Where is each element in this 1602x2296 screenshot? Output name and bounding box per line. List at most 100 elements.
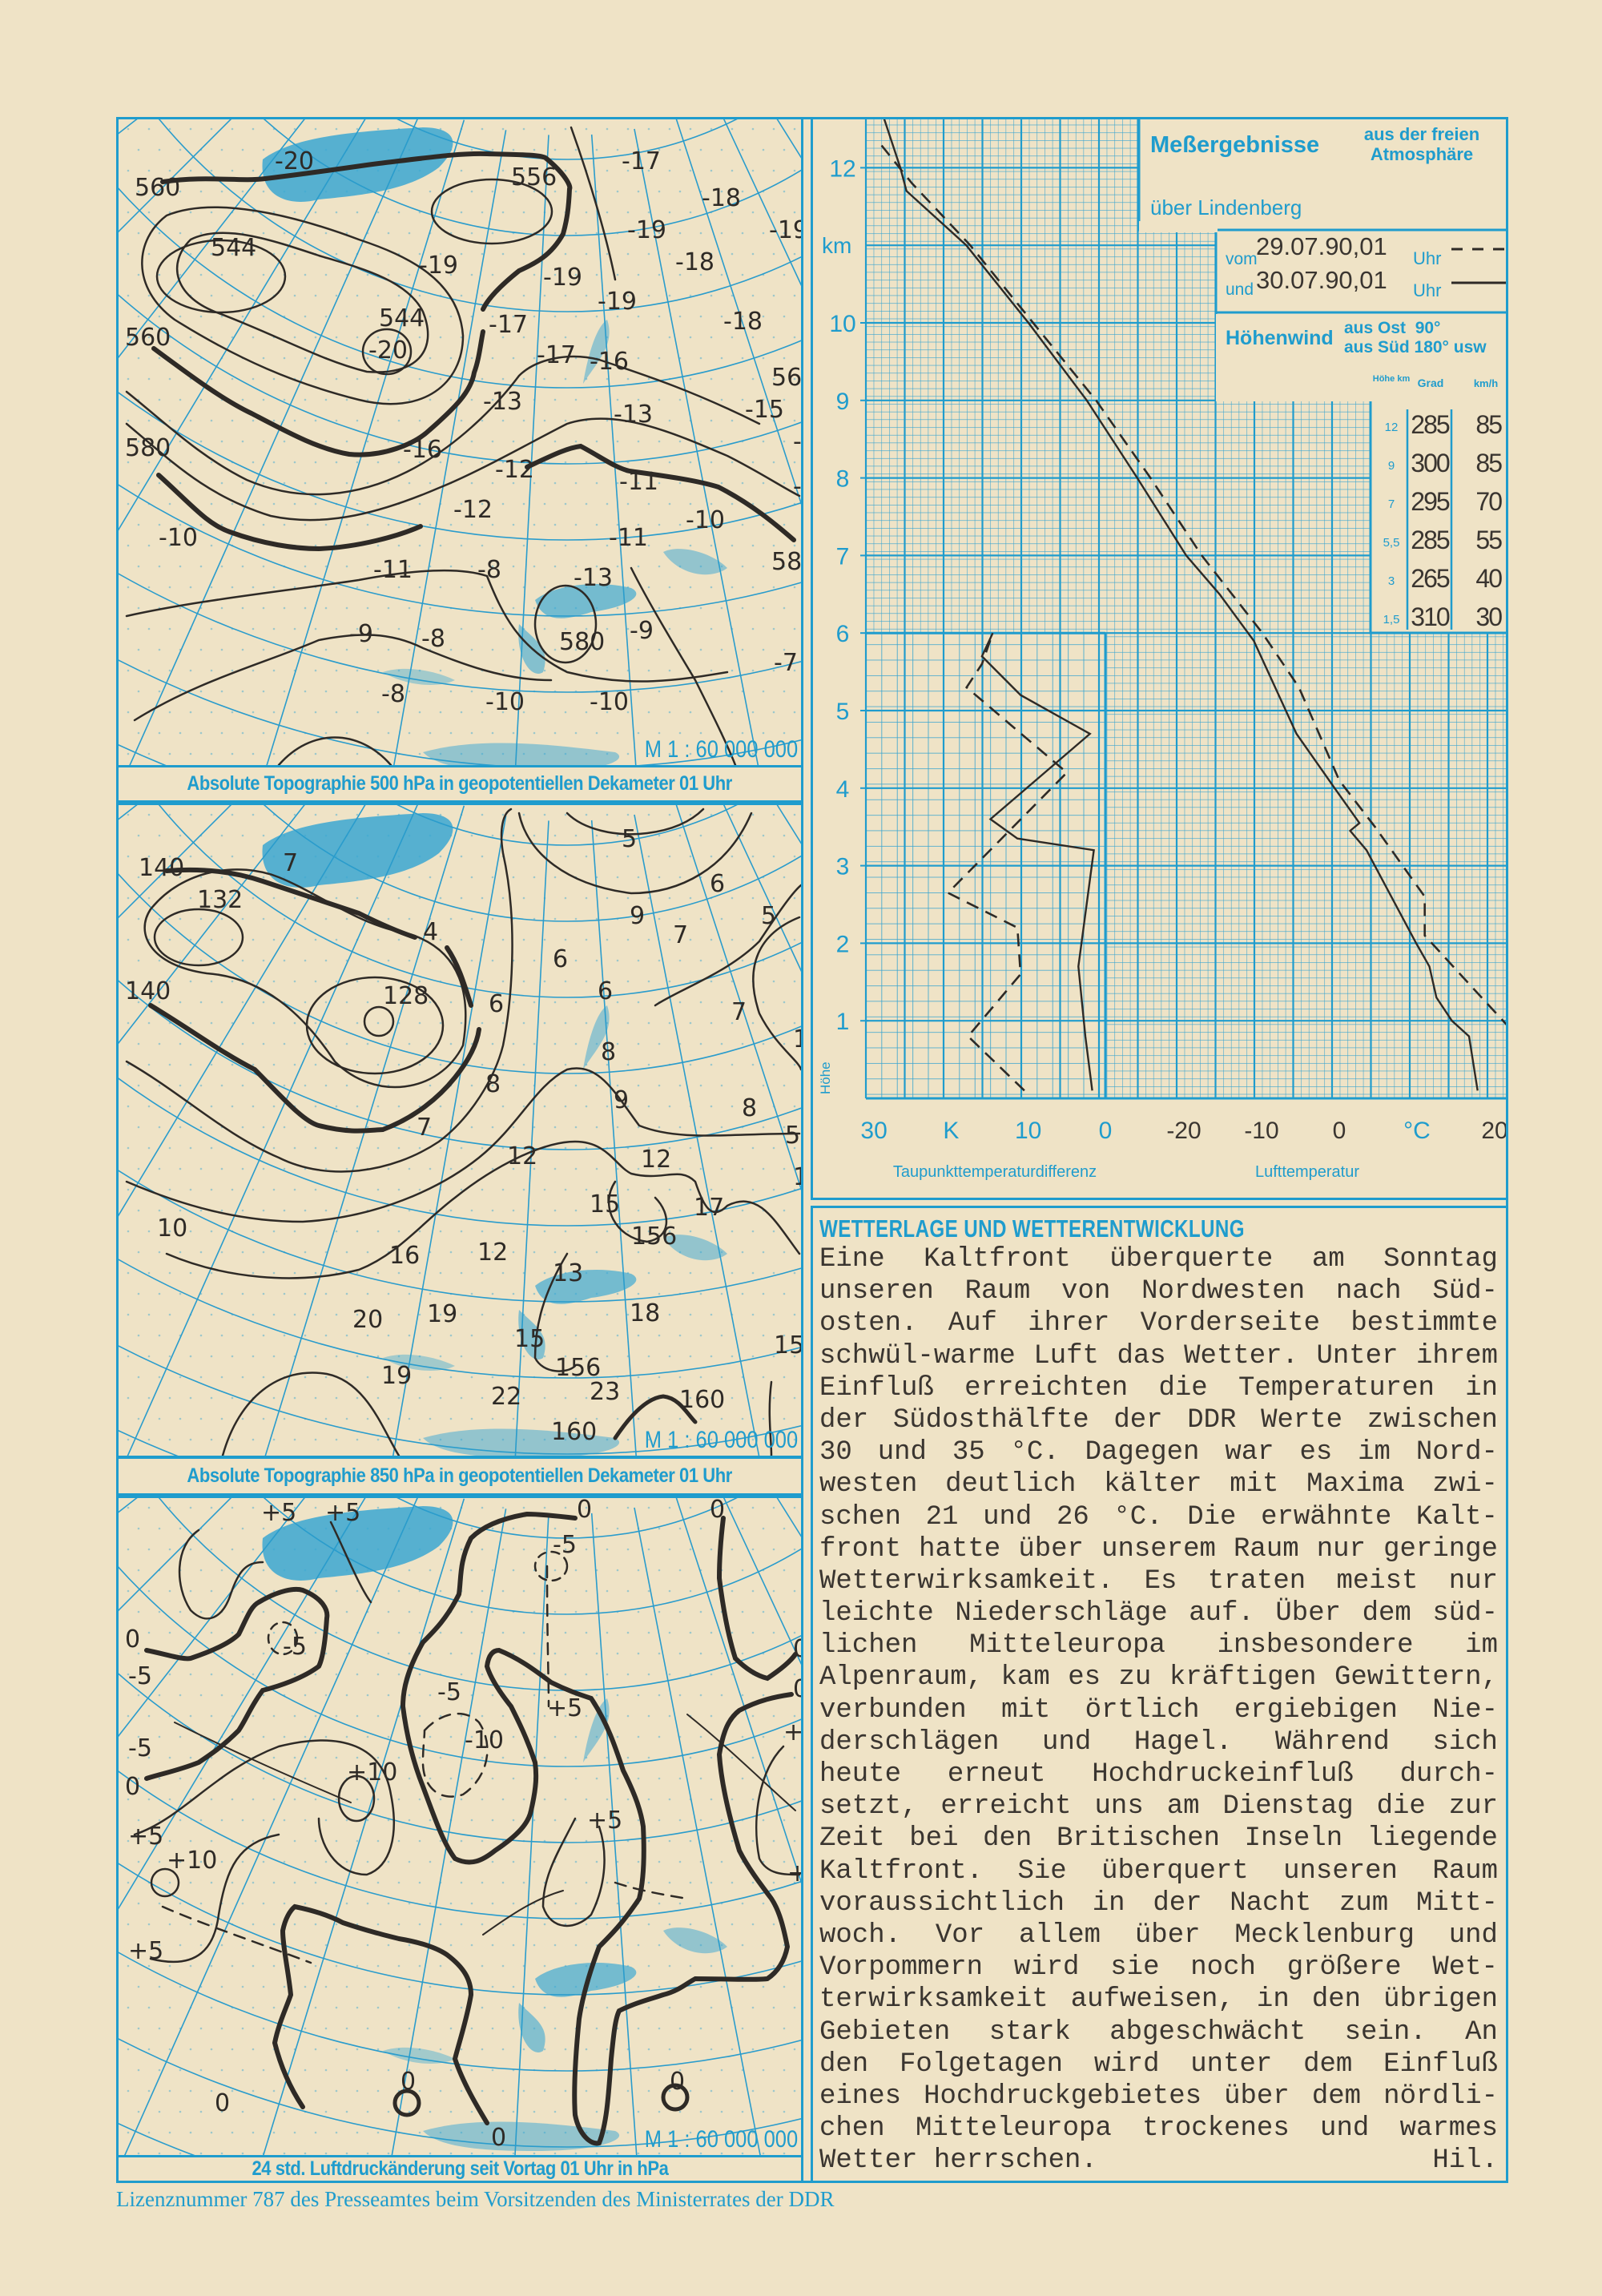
word: süd- (1432, 1598, 1498, 1629)
contour-label: -20 (368, 336, 408, 365)
contour-label: 140 (139, 854, 184, 882)
word: Wetterwirksamkeit. (819, 1565, 1114, 1597)
word: osten. (819, 1308, 918, 1339)
contour-label: 12 (793, 1025, 801, 1053)
word: und (1448, 1919, 1498, 1951)
contour-label: -11 (373, 556, 413, 584)
contour-label: +10 (347, 1758, 397, 1786)
caption-text: 24 std. Luftdruckänderung seit Vortag 01… (252, 2157, 668, 2180)
contour-label: -13 (574, 564, 613, 592)
contour-label: -8 (477, 556, 501, 584)
word: abgeschwächt (1109, 2016, 1306, 2048)
water-areas (262, 813, 727, 1456)
x-tick-label-temp: -20 (1166, 1118, 1201, 1144)
contour-label: -8 (421, 625, 445, 653)
word: der (819, 1404, 869, 1436)
contour-label: -13 (614, 401, 653, 429)
contour-label: -8 (381, 680, 405, 708)
word: Vorpommern (819, 1952, 984, 1984)
map-500hpa-caption: Absolute Topographie 500 hPa in geopoten… (116, 765, 803, 803)
word: die (1158, 1372, 1208, 1404)
weather-report: WETTERLAGE UND WETTERENTWICKLUNG Eine Kal… (811, 1206, 1508, 2183)
word: bei (909, 1823, 959, 1855)
article-line: terwirksamkeit aufweisen, in den übrigen (819, 1984, 1498, 2016)
legend-date-2: 30.07.90,01 (1256, 266, 1387, 294)
y-tick-label: 6 (836, 621, 850, 647)
contour-label: 23 (590, 1378, 620, 1406)
map-scale: M 1 : 60 000 000 (644, 2126, 798, 2153)
word: dem (1362, 1598, 1411, 1629)
word: unseren (819, 1276, 934, 1307)
word: das (1117, 1340, 1166, 1372)
word: im (1465, 1630, 1498, 1662)
word: Inseln (1244, 1823, 1343, 1855)
contour-label: 12 (507, 1142, 537, 1170)
x-axis-label-temp: Lufttemperatur (1255, 1163, 1359, 1181)
wind-speed: 70 (1475, 487, 1502, 516)
contour-label: 12 (641, 1146, 671, 1174)
wind-height: 12 (1385, 421, 1399, 434)
word: Sonntag (1383, 1244, 1498, 1275)
word: DDR (1187, 1404, 1237, 1436)
word: über (1018, 1533, 1084, 1565)
word: traten (1207, 1565, 1306, 1597)
word: sich (1432, 1726, 1498, 1758)
contour-label: 0 (400, 2068, 416, 2096)
wind-header-direction: Grad (1418, 377, 1444, 389)
word: uns (1094, 1791, 1144, 1823)
y-tick-label: 12 (829, 155, 855, 182)
contour-label: -10 (686, 506, 725, 534)
graticule (119, 1498, 801, 2155)
map-pressure-change-canvas: +5+500-5-50-5-5+5-10-50+10+5+10+5+5+5+50… (119, 1498, 801, 2155)
word: größere (1286, 1952, 1402, 1984)
contour-label: -10 (590, 688, 629, 716)
word: Hochdruckeinfluß (1092, 1759, 1354, 1790)
word: Südosthälfte (892, 1404, 1089, 1436)
word: geringe (1383, 1533, 1498, 1565)
word: in (1092, 1887, 1125, 1919)
wind-note-1: aus Ost 90° (1344, 319, 1440, 337)
x-axis-label-dew: Taupunkttemperaturdifferenz (893, 1163, 1097, 1181)
contour-label: 4 (423, 918, 438, 946)
word: lichen (819, 1630, 918, 1662)
contour-label: 544 (211, 234, 256, 262)
contour-label: +5 (787, 1859, 801, 1887)
contour-label: 0 (215, 2089, 230, 2117)
contour-label: 5 (785, 1122, 800, 1150)
sounding-title: Meßergebnisse (1150, 132, 1319, 158)
contour-label: -5 (128, 1734, 152, 1762)
contour-label: 580 (559, 628, 605, 656)
temperature-curve-dashed (879, 143, 1506, 1025)
contour-label: 20 (352, 1306, 383, 1334)
word: ergiebigen (1234, 1694, 1398, 1726)
word: sie (1110, 1952, 1160, 1984)
wind-direction: 285 (1411, 526, 1450, 554)
contour-label: -19 (419, 252, 458, 280)
article-line: derschlägen und Hagel. Während sich (819, 1726, 1498, 1758)
word: kräftigen (1169, 1662, 1317, 1694)
contour-label: 15 (514, 1325, 545, 1353)
article-line: Alpenraum, kam es zu kräftigen Gewittern, (819, 1662, 1498, 1694)
wind-height: 7 (1388, 497, 1395, 511)
word: zu (1118, 1662, 1152, 1694)
y-tick-label: 9 (836, 389, 850, 415)
word: nur (1448, 1565, 1498, 1597)
word: °C. (1010, 1437, 1060, 1468)
contour-label: -19 (627, 216, 666, 244)
y-tick-label: 2 (836, 931, 850, 957)
wind-header-speed: km/h (1474, 377, 1498, 389)
contour-label: 8 (485, 1070, 501, 1098)
article-line: lichen Mitteleuropa insbesondere im (819, 1629, 1498, 1662)
contour-label: -19 (543, 264, 582, 292)
x-tick-label-dew: 0 (1099, 1118, 1113, 1144)
word: stark (988, 2016, 1071, 2048)
contour-label: 0 (710, 1498, 725, 1524)
word: 30 (819, 1437, 852, 1468)
word: Niederschläge (955, 1598, 1168, 1629)
contour-label: -16 (403, 436, 442, 464)
contour-label: 6 (710, 870, 725, 898)
wind-speed: 55 (1475, 526, 1502, 554)
contour-label: 156 (555, 1354, 601, 1382)
chart-curves (879, 119, 1506, 1092)
contour-label: 7 (283, 849, 298, 877)
